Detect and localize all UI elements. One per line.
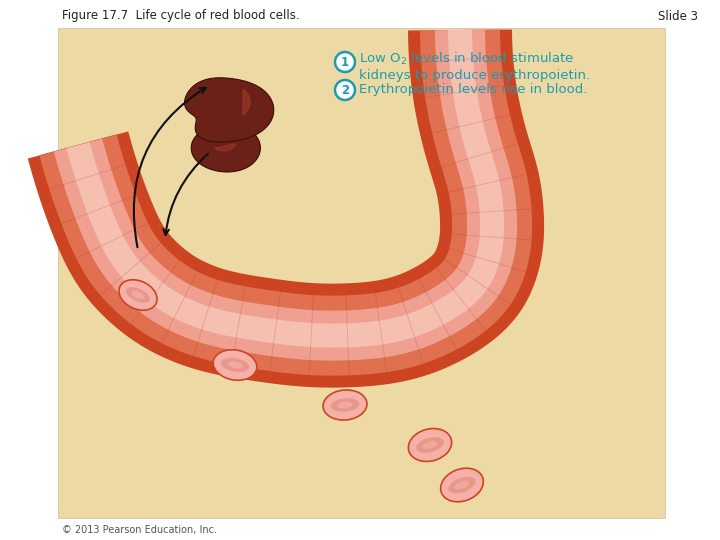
Polygon shape <box>192 124 261 172</box>
Polygon shape <box>243 89 250 115</box>
Polygon shape <box>184 78 274 142</box>
Circle shape <box>335 80 355 100</box>
Ellipse shape <box>423 441 438 449</box>
Ellipse shape <box>441 468 483 502</box>
Polygon shape <box>66 30 504 348</box>
Ellipse shape <box>323 390 367 420</box>
Text: Figure 17.7  Life cycle of red blood cells.: Figure 17.7 Life cycle of red blood cell… <box>62 10 300 23</box>
Ellipse shape <box>126 287 150 303</box>
Ellipse shape <box>228 361 243 369</box>
Text: 2: 2 <box>341 84 349 97</box>
Ellipse shape <box>408 429 451 462</box>
Circle shape <box>335 52 355 72</box>
Ellipse shape <box>132 291 145 299</box>
Text: Low O$_2$ levels in blood stimulate: Low O$_2$ levels in blood stimulate <box>359 51 574 67</box>
Text: © 2013 Pearson Education, Inc.: © 2013 Pearson Education, Inc. <box>62 525 217 535</box>
Ellipse shape <box>201 113 223 143</box>
Text: Erythropoietin levels rise in blood.: Erythropoietin levels rise in blood. <box>359 84 588 97</box>
Text: 1: 1 <box>341 56 349 69</box>
Ellipse shape <box>213 350 257 380</box>
Ellipse shape <box>330 398 359 412</box>
Ellipse shape <box>454 481 469 489</box>
Ellipse shape <box>416 437 444 453</box>
Text: Slide 3: Slide 3 <box>658 10 698 23</box>
Ellipse shape <box>338 402 353 408</box>
Ellipse shape <box>119 280 157 310</box>
Polygon shape <box>40 30 532 376</box>
Polygon shape <box>215 144 236 151</box>
Text: kidneys to produce erythropoietin.: kidneys to produce erythropoietin. <box>359 69 590 82</box>
Bar <box>58 28 665 518</box>
Polygon shape <box>54 30 517 361</box>
Polygon shape <box>28 30 544 388</box>
Ellipse shape <box>221 358 249 372</box>
Ellipse shape <box>449 477 476 494</box>
